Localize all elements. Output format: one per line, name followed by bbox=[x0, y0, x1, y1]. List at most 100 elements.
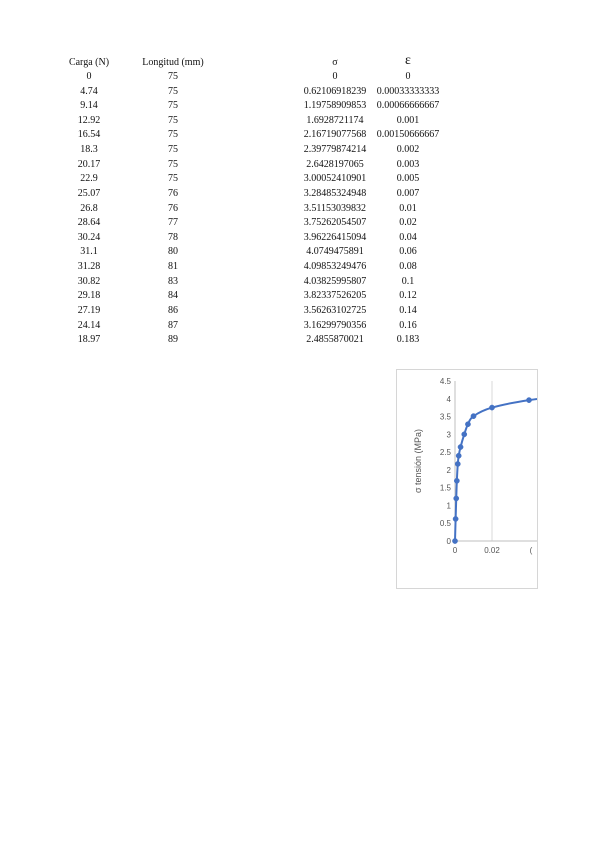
data-point bbox=[526, 397, 532, 403]
epsilon-cell: 0.00150666667 bbox=[376, 129, 440, 141]
longitud-cell: 75 bbox=[168, 173, 178, 185]
longitud-cell: 80 bbox=[168, 246, 178, 258]
epsilon-header: ε bbox=[405, 53, 411, 68]
epsilon-cell: 0.00033333333 bbox=[376, 85, 440, 97]
y-tick-label: 4 bbox=[447, 395, 452, 404]
longitud-cell: 75 bbox=[168, 114, 178, 126]
epsilon-cell: 0.005 bbox=[396, 173, 420, 185]
carga-cell: 20.17 bbox=[77, 158, 101, 170]
carga-cell: 30.82 bbox=[77, 275, 101, 287]
carga-cell: 26.8 bbox=[80, 202, 98, 214]
epsilon-cell: 0.007 bbox=[396, 187, 420, 199]
y-tick-label: 2 bbox=[447, 466, 452, 475]
longitud-cell: 76 bbox=[168, 187, 178, 199]
longitud-header: Longitud (mm) bbox=[142, 57, 204, 68]
carga-cell: 31.28 bbox=[77, 261, 101, 273]
longitud-cell: 75 bbox=[168, 158, 178, 170]
y-axis-title: σ tensión (MPa) bbox=[413, 429, 423, 493]
carga-header: Carga (N) bbox=[68, 57, 110, 68]
longitud-cell: 89 bbox=[168, 334, 178, 346]
sigma-cell: 3.82337526205 bbox=[303, 290, 367, 302]
sigma-cell: 3.51153039832 bbox=[303, 202, 367, 214]
epsilon-cell: 0.06 bbox=[399, 246, 417, 258]
data-point bbox=[453, 495, 460, 502]
y-tick-label: 4.5 bbox=[440, 377, 452, 386]
epsilon-cell: 0.02 bbox=[399, 217, 417, 229]
sigma-cell: 0.62106918239 bbox=[303, 85, 367, 97]
x-tick-label: 0.02 bbox=[484, 546, 500, 555]
sigma-cell: 4.09853249476 bbox=[303, 261, 367, 273]
data-point bbox=[457, 444, 464, 450]
sigma-cell: 3.96226415094 bbox=[303, 231, 367, 243]
data-point bbox=[465, 421, 471, 428]
epsilon-cell: 0.001 bbox=[396, 114, 420, 126]
stress-strain-chart: 0 0.5 1 1.5 2 2.5 3 3.5 4 4.5 0 0.02 (σ tensión (MPa… bbox=[396, 369, 538, 589]
carga-cell: 18.97 bbox=[77, 334, 101, 346]
data-point bbox=[461, 431, 468, 438]
longitud-cell: 75 bbox=[168, 71, 178, 82]
epsilon-cell: 0.002 bbox=[396, 144, 420, 156]
epsilon-cell: 0.16 bbox=[399, 319, 417, 331]
sigma-header: σ bbox=[332, 57, 338, 68]
sigma-cell: 2.4855870021 bbox=[306, 334, 364, 346]
sigma-cell: 2.16719077568 bbox=[303, 129, 367, 141]
sigma-cell: 3.28485324948 bbox=[303, 187, 367, 199]
carga-cell: 22.9 bbox=[80, 173, 98, 185]
epsilon-cell: 0.01 bbox=[399, 202, 417, 214]
carga-cell: 31.1 bbox=[80, 246, 98, 258]
sigma-cell: 3.75262054507 bbox=[303, 217, 367, 229]
sigma-cell: 4.03825995807 bbox=[303, 275, 367, 287]
sigma-cell: 4.0749475891 bbox=[306, 246, 364, 258]
longitud-cell: 75 bbox=[168, 85, 178, 97]
longitud-cell: 86 bbox=[168, 304, 178, 316]
longitud-cell: 76 bbox=[168, 202, 178, 214]
longitud-cell: 81 bbox=[168, 261, 178, 273]
chart-svg: 0 0.5 1 1.5 2 2.5 3 3.5 4 4.5 0 0.02 (σ tensión (MPa… bbox=[413, 377, 537, 555]
y-tick-label: 0.5 bbox=[440, 519, 452, 528]
carga-cell: 12.92 bbox=[77, 114, 101, 126]
longitud-cell: 77 bbox=[168, 217, 178, 229]
carga-cell: 0 bbox=[86, 71, 92, 82]
epsilon-cell: 0.183 bbox=[396, 334, 420, 346]
longitud-cell: 75 bbox=[168, 129, 178, 141]
carga-cell: 18.3 bbox=[80, 144, 98, 156]
sigma-cell: 1.19758909853 bbox=[303, 100, 367, 112]
carga-cell: 4.74 bbox=[80, 85, 98, 97]
epsilon-cell: 0.003 bbox=[396, 158, 420, 170]
longitud-cell: 78 bbox=[168, 231, 178, 243]
x-tick-label: 0 bbox=[453, 546, 458, 555]
data-point bbox=[452, 516, 459, 522]
carga-cell: 29.18 bbox=[77, 290, 101, 302]
longitud-cell: 75 bbox=[168, 100, 178, 112]
epsilon-cell: 0.14 bbox=[399, 304, 417, 316]
carga-cell: 28.64 bbox=[77, 217, 101, 229]
y-tick-label: 3 bbox=[447, 430, 452, 439]
y-tick-label: 0 bbox=[447, 537, 452, 546]
sigma-cell: 1.6928721174 bbox=[306, 114, 364, 126]
sigma-cell: 2.39779874214 bbox=[303, 144, 367, 156]
series-line bbox=[454, 397, 537, 542]
longitud-cell: 83 bbox=[168, 275, 178, 287]
epsilon-cell: 0.08 bbox=[399, 261, 417, 273]
data-point bbox=[452, 538, 458, 544]
longitud-cell: 87 bbox=[168, 319, 178, 331]
x-tick-label-cut: ( bbox=[530, 546, 533, 555]
longitud-cell: 75 bbox=[168, 144, 178, 156]
carga-cell: 9.14 bbox=[80, 100, 98, 112]
data-point bbox=[455, 452, 462, 459]
epsilon-cell: 0.00066666667 bbox=[376, 100, 440, 112]
carga-cell: 27.19 bbox=[77, 304, 101, 316]
sigma-cell: 3.00052410901 bbox=[303, 173, 367, 185]
sigma-cell: 0 bbox=[332, 71, 338, 82]
carga-cell: 25.07 bbox=[77, 187, 101, 199]
y-tick-label: 3.5 bbox=[440, 413, 452, 422]
data-point bbox=[454, 477, 460, 484]
epsilon-cell: 0 bbox=[405, 71, 411, 82]
y-tick-label: 2.5 bbox=[440, 448, 452, 457]
sigma-cell: 2.6428197065 bbox=[306, 158, 364, 170]
data-point bbox=[454, 461, 461, 467]
y-tick-label: 1 bbox=[447, 501, 452, 510]
carga-cell: 24.14 bbox=[77, 319, 101, 331]
epsilon-cell: 0.04 bbox=[399, 231, 417, 243]
data-point bbox=[470, 413, 477, 419]
